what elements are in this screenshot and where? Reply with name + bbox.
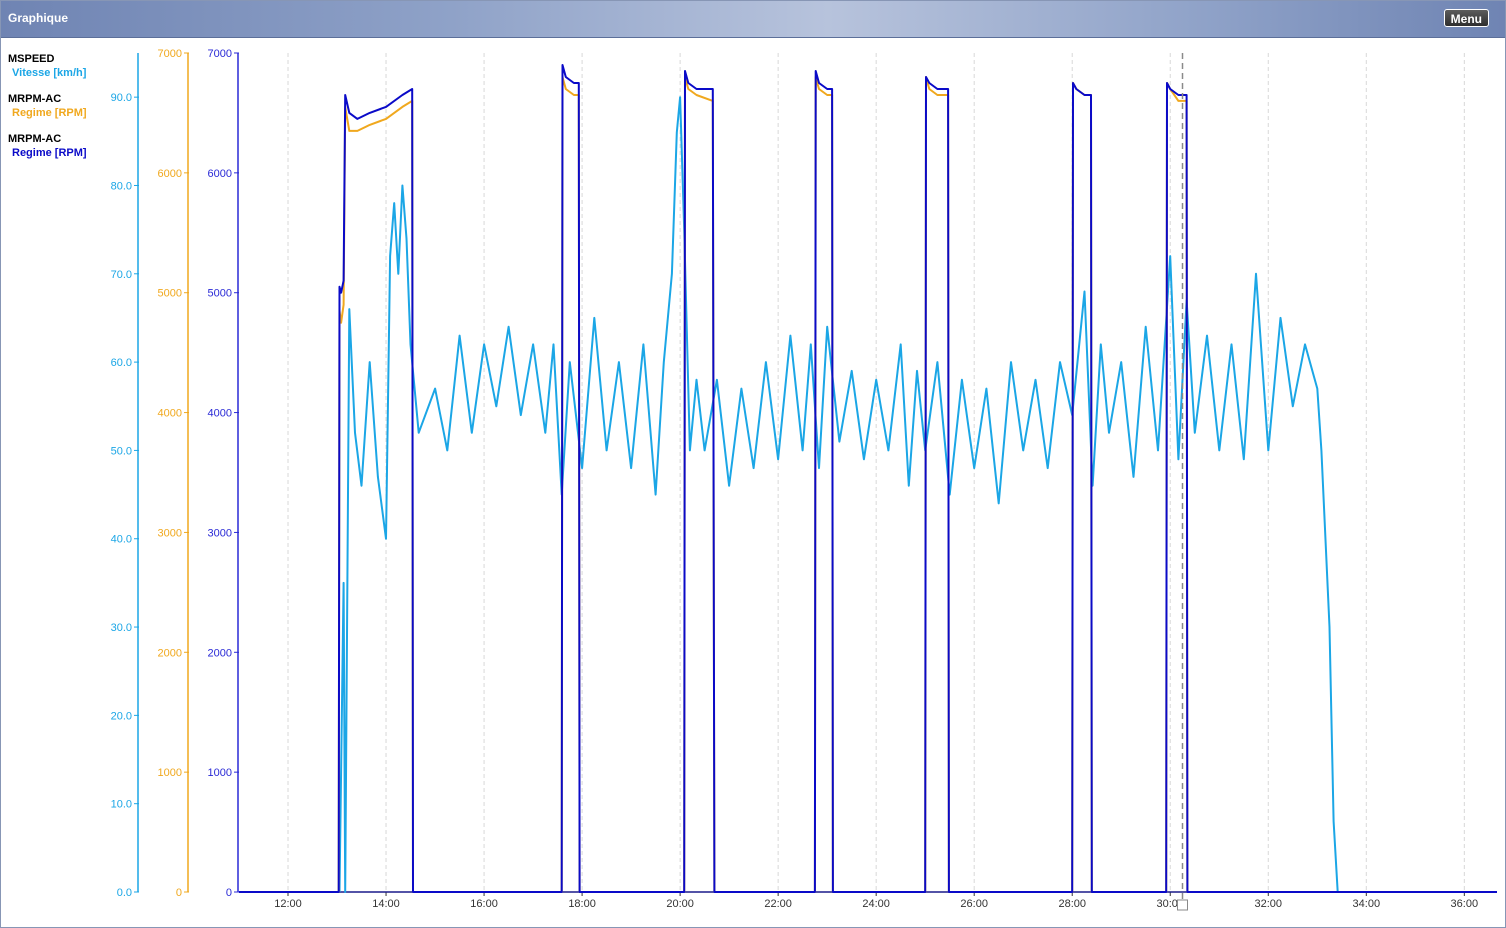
cursor-handle[interactable] [1177,899,1188,911]
rpm-blue-line [239,64,1497,893]
y-tick-label: 1000 [158,767,182,779]
y-tick-label: 6000 [158,168,182,180]
x-tick-label: 20:00 [666,898,694,910]
legend-entry-rpm-orange[interactable]: MRPM-AC Regime [RPM] [8,93,87,133]
x-tick-label: 18:00 [568,898,596,910]
y-tick-label: 3000 [158,527,182,539]
x-tick-label: 12:00 [274,898,302,910]
y-tick-label: 30.0 [111,622,132,634]
y-tick-label: 20.0 [111,710,132,722]
y-tick-label: 10.0 [111,799,132,811]
x-tick-label: 34:00 [1353,898,1381,910]
legend: MSPEED Vitesse [km/h] MRPM-AC Regime [RP… [8,53,87,173]
legend-series-label: Regime [RPM] [12,107,87,119]
y-tick-label: 70.0 [111,269,132,281]
x-tick-label: 28:00 [1058,898,1086,910]
window-title: Graphique [8,11,69,25]
y-tick-label: 60.0 [111,357,132,369]
y-tick-label: 4000 [208,408,232,420]
y-tick-label: 0 [176,887,182,899]
x-tick-label: 32:00 [1255,898,1283,910]
y-tick-label: 7000 [158,48,182,60]
title-bar: Graphique Menu [1,1,1505,38]
x-tick-label: 22:00 [764,898,792,910]
x-tick-label: 14:00 [372,898,400,910]
y-tick-label: 1000 [208,767,232,779]
menu-button[interactable]: Menu [1443,9,1489,27]
x-tick-label: 26:00 [960,898,988,910]
rpm-orange-line [239,76,1497,893]
y-tick-label: 90.0 [111,92,132,104]
y-tick-label: 80.0 [111,180,132,192]
y-tick-label: 4000 [158,408,182,420]
legend-entry-rpm-blue[interactable]: MRPM-AC Regime [RPM] [8,133,87,173]
y-tick-label: 50.0 [111,445,132,457]
y-tick-label: 6000 [208,168,232,180]
y-tick-label: 7000 [208,48,232,60]
legend-channel-label: MSPEED [8,53,55,65]
y-tick-label: 2000 [208,647,232,659]
x-tick-label: 24:00 [862,898,890,910]
y-tick-label: 5000 [208,288,232,300]
legend-entry-speed[interactable]: MSPEED Vitesse [km/h] [8,53,87,93]
y-tick-label: 5000 [158,288,182,300]
speed-line [338,96,1339,893]
y-tick-label: 0.0 [117,887,132,899]
legend-channel-label: MRPM-AC [8,93,62,105]
x-tick-label: 36:00 [1451,898,1479,910]
legend-series-label: Vitesse [km/h] [12,67,87,79]
y-tick-label: 40.0 [111,534,132,546]
legend-channel-label: MRPM-AC [8,133,62,145]
y-tick-label: 0 [226,887,232,899]
x-tick-label: 16:00 [470,898,498,910]
y-tick-label: 2000 [158,647,182,659]
legend-series-label: Regime [RPM] [12,147,87,159]
y-tick-label: 3000 [208,527,232,539]
